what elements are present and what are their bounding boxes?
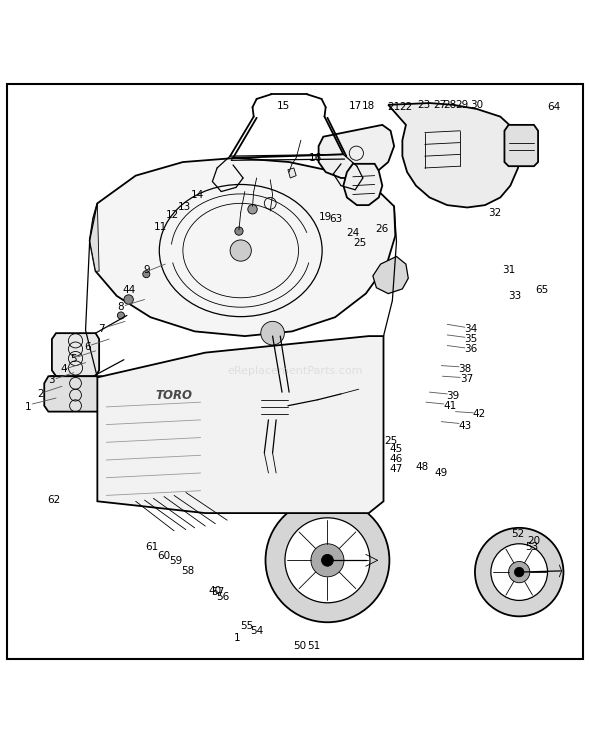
Text: TORO: TORO: [156, 389, 192, 402]
Circle shape: [248, 204, 257, 214]
Polygon shape: [388, 103, 520, 207]
Text: 63: 63: [330, 214, 343, 224]
Text: 8: 8: [117, 302, 124, 311]
Text: 49: 49: [435, 468, 448, 478]
Text: 44: 44: [122, 285, 135, 295]
Text: 33: 33: [508, 291, 521, 301]
Text: 36: 36: [464, 344, 477, 354]
Text: 39: 39: [447, 392, 460, 401]
Text: 21: 21: [388, 103, 401, 112]
Text: 18: 18: [362, 101, 375, 111]
Text: 4: 4: [60, 363, 67, 374]
Polygon shape: [319, 125, 394, 178]
Circle shape: [475, 528, 563, 617]
Text: 58: 58: [181, 566, 194, 576]
Text: 5: 5: [70, 354, 77, 363]
Text: 52: 52: [512, 529, 525, 539]
Text: 47: 47: [390, 464, 403, 474]
Text: 22: 22: [399, 103, 412, 112]
Circle shape: [491, 544, 548, 600]
Polygon shape: [253, 392, 294, 420]
Polygon shape: [52, 333, 99, 376]
Text: 45: 45: [390, 444, 403, 455]
Text: 60: 60: [158, 551, 171, 560]
Text: 25: 25: [353, 238, 366, 248]
Circle shape: [235, 227, 243, 236]
Text: 38: 38: [458, 363, 471, 374]
Text: 50: 50: [293, 641, 306, 651]
Text: 1: 1: [234, 633, 241, 643]
Text: 20: 20: [527, 536, 540, 546]
Circle shape: [143, 270, 150, 278]
Circle shape: [509, 562, 530, 583]
Text: 13: 13: [178, 203, 191, 212]
Text: 15: 15: [277, 101, 290, 111]
Polygon shape: [90, 204, 99, 271]
Circle shape: [322, 554, 333, 566]
Polygon shape: [504, 125, 538, 166]
Text: 2: 2: [37, 389, 44, 399]
Text: 46: 46: [390, 454, 403, 464]
Text: 26: 26: [376, 224, 389, 234]
Text: 61: 61: [146, 542, 159, 552]
Circle shape: [117, 312, 124, 319]
Text: 56: 56: [217, 592, 230, 602]
Text: 1: 1: [25, 402, 32, 412]
Text: 55: 55: [240, 621, 253, 632]
Text: 24: 24: [346, 228, 359, 238]
Polygon shape: [288, 168, 296, 178]
Circle shape: [285, 518, 370, 603]
Text: 32: 32: [488, 208, 501, 218]
Circle shape: [124, 295, 133, 304]
Text: 25: 25: [384, 436, 397, 446]
Text: 42: 42: [473, 409, 486, 419]
Text: eReplacementParts.com: eReplacementParts.com: [227, 366, 363, 377]
Text: 27: 27: [433, 100, 446, 110]
Circle shape: [311, 544, 344, 577]
Text: 14: 14: [191, 189, 204, 200]
Text: 59: 59: [169, 557, 182, 566]
Text: 34: 34: [464, 324, 477, 334]
Text: 11: 11: [154, 222, 167, 232]
Text: 6: 6: [84, 342, 91, 351]
Text: 19: 19: [319, 212, 332, 222]
Polygon shape: [343, 163, 382, 205]
Text: 48: 48: [415, 462, 428, 472]
Text: 40: 40: [209, 586, 222, 596]
Text: 31: 31: [502, 265, 515, 275]
Circle shape: [266, 499, 389, 622]
Text: 9: 9: [143, 265, 150, 275]
Text: 62: 62: [48, 495, 61, 505]
Polygon shape: [44, 376, 103, 412]
Text: 54: 54: [250, 626, 263, 636]
Text: 41: 41: [443, 400, 456, 411]
Text: 12: 12: [166, 210, 179, 220]
Polygon shape: [373, 256, 408, 293]
Polygon shape: [90, 158, 395, 336]
Text: 28: 28: [443, 100, 456, 110]
Text: 23: 23: [417, 100, 430, 110]
Text: 17: 17: [349, 101, 362, 111]
Text: 53: 53: [526, 542, 539, 552]
Text: 57: 57: [212, 587, 225, 597]
Text: 35: 35: [464, 334, 477, 344]
Text: 51: 51: [307, 641, 320, 651]
Polygon shape: [258, 470, 284, 493]
Text: 30: 30: [470, 100, 483, 110]
Text: 29: 29: [455, 100, 468, 110]
Circle shape: [261, 322, 284, 345]
Text: 65: 65: [535, 285, 548, 295]
Circle shape: [230, 240, 251, 262]
Text: 3: 3: [48, 375, 55, 386]
Text: 7: 7: [98, 324, 105, 334]
Circle shape: [514, 568, 524, 577]
Text: 37: 37: [461, 374, 474, 383]
Text: 16: 16: [309, 153, 322, 163]
Polygon shape: [97, 336, 384, 513]
Text: 64: 64: [547, 103, 560, 112]
Text: 43: 43: [458, 421, 471, 431]
